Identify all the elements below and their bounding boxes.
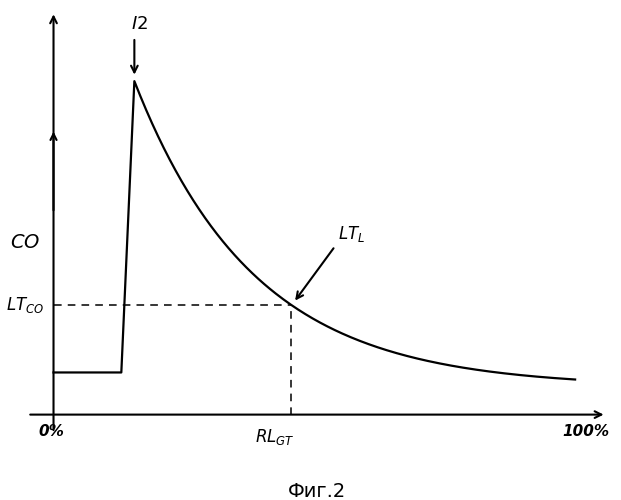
Text: $LT_L$: $LT_L$: [338, 224, 365, 244]
Text: $RL_{GT}$: $RL_{GT}$: [255, 427, 295, 447]
Text: $I2$: $I2$: [131, 16, 148, 34]
Text: Фиг.2: Фиг.2: [288, 482, 346, 500]
Text: 100%: 100%: [562, 424, 609, 439]
Text: $LT_{CO}$: $LT_{CO}$: [6, 294, 44, 314]
Text: $CO$: $CO$: [10, 233, 40, 252]
Text: 0%: 0%: [38, 424, 64, 439]
